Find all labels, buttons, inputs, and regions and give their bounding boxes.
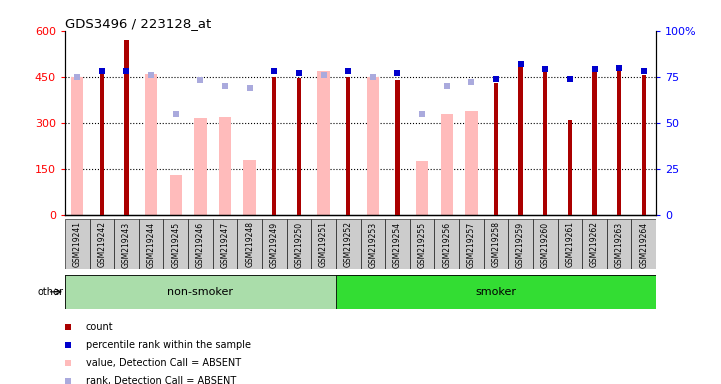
Bar [65, 275, 336, 309]
Bar [237, 219, 262, 269]
Bar [465, 111, 477, 215]
Text: value, Detection Call = ABSENT: value, Detection Call = ABSENT [86, 358, 241, 368]
Text: other: other [37, 287, 63, 297]
Bar [65, 219, 89, 269]
Bar [99, 71, 104, 215]
Bar [244, 160, 256, 215]
Bar [286, 219, 311, 269]
Text: GSM219243: GSM219243 [122, 221, 131, 268]
Text: GSM219247: GSM219247 [221, 221, 229, 268]
Bar [567, 120, 572, 215]
Bar [543, 72, 547, 215]
Text: GSM219254: GSM219254 [393, 221, 402, 268]
Text: GSM219250: GSM219250 [294, 221, 304, 268]
Bar [642, 75, 646, 215]
Text: GSM219241: GSM219241 [73, 221, 81, 267]
Bar [169, 175, 182, 215]
Bar [317, 71, 329, 215]
Bar [194, 118, 206, 215]
Text: GSM219246: GSM219246 [196, 221, 205, 268]
Bar [89, 219, 114, 269]
Bar [533, 219, 557, 269]
Bar [583, 219, 607, 269]
Text: GSM219258: GSM219258 [492, 221, 500, 267]
Text: GSM219252: GSM219252 [344, 221, 353, 267]
Text: rank, Detection Call = ABSENT: rank, Detection Call = ABSENT [86, 376, 236, 384]
Text: GSM219260: GSM219260 [541, 221, 549, 268]
Bar [617, 65, 622, 215]
Bar [518, 65, 523, 215]
Bar [508, 219, 533, 269]
Bar [164, 219, 188, 269]
Bar [188, 219, 213, 269]
Bar [395, 80, 399, 215]
Bar [114, 219, 138, 269]
Text: smoker: smoker [475, 287, 516, 297]
Bar [336, 219, 360, 269]
Text: GSM219251: GSM219251 [319, 221, 328, 267]
Text: GSM219261: GSM219261 [565, 221, 575, 267]
Bar [346, 77, 350, 215]
Text: GSM219255: GSM219255 [417, 221, 427, 268]
Bar [262, 219, 286, 269]
Bar [367, 77, 379, 215]
Bar [297, 78, 301, 215]
Text: GSM219259: GSM219259 [516, 221, 525, 268]
Bar [557, 219, 583, 269]
Bar [145, 74, 157, 215]
Bar [494, 83, 498, 215]
Text: GSM219244: GSM219244 [146, 221, 156, 268]
Text: GDS3496 / 223128_at: GDS3496 / 223128_at [65, 17, 211, 30]
Text: GSM219264: GSM219264 [640, 221, 648, 268]
Bar [434, 219, 459, 269]
Bar [213, 219, 237, 269]
Text: percentile rank within the sample: percentile rank within the sample [86, 340, 251, 350]
Bar [459, 219, 484, 269]
Bar [311, 219, 336, 269]
Text: GSM219253: GSM219253 [368, 221, 377, 268]
Text: GSM219256: GSM219256 [442, 221, 451, 268]
Bar [410, 219, 434, 269]
Text: GSM219242: GSM219242 [97, 221, 106, 267]
Bar [336, 275, 656, 309]
Bar [441, 114, 453, 215]
Bar [124, 40, 128, 215]
Text: non-smoker: non-smoker [167, 287, 234, 297]
Bar [385, 219, 410, 269]
Text: GSM219245: GSM219245 [172, 221, 180, 268]
Bar [138, 219, 164, 269]
Bar [593, 72, 597, 215]
Bar [71, 77, 84, 215]
Text: GSM219248: GSM219248 [245, 221, 254, 267]
Text: GSM219257: GSM219257 [467, 221, 476, 268]
Bar [360, 219, 385, 269]
Bar [632, 219, 656, 269]
Text: GSM219262: GSM219262 [590, 221, 599, 267]
Bar [607, 219, 632, 269]
Bar [416, 161, 428, 215]
Bar [484, 219, 508, 269]
Text: GSM219263: GSM219263 [615, 221, 624, 268]
Text: GSM219249: GSM219249 [270, 221, 279, 268]
Text: count: count [86, 322, 113, 332]
Bar [219, 117, 231, 215]
Bar [272, 77, 276, 215]
